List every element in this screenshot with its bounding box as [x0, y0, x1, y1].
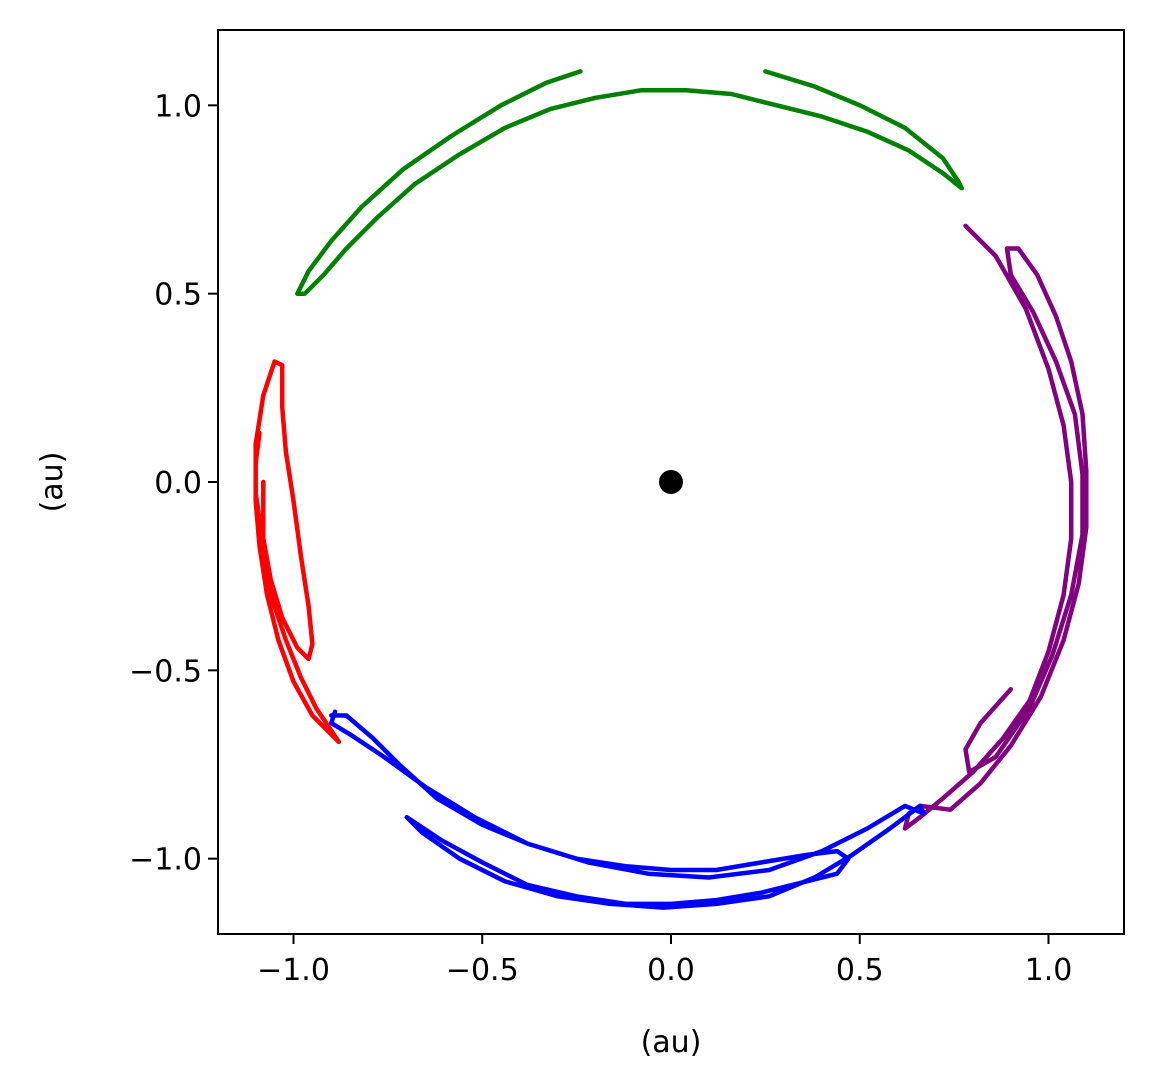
series-track-1: [295, 69, 964, 296]
y-axis-ticks: −1.0 −0.5 0.0 0.5 1.0: [129, 89, 218, 878]
series-layer: [253, 69, 1089, 910]
x-axis-ticks: −1.0 −0.5 0.0 0.5 1.0: [257, 934, 1072, 988]
y-tick-label: 0.5: [154, 278, 202, 313]
y-tick-label: −1.0: [129, 843, 202, 878]
series-track-4: [329, 709, 927, 910]
series-track-2: [902, 223, 1089, 831]
y-tick-label: −0.5: [129, 654, 202, 689]
series-track-3: [253, 359, 342, 745]
x-tick-label: 0.0: [647, 953, 695, 988]
x-tick-label: 0.5: [836, 953, 884, 988]
x-tick-label: 1.0: [1025, 953, 1073, 988]
y-axis-label: (au): [35, 452, 70, 513]
x-axis-label: (au): [641, 1025, 702, 1060]
y-tick-label: 0.0: [154, 466, 202, 501]
plot-area: [217, 29, 1125, 935]
y-tick-label: 1.0: [154, 89, 202, 124]
x-tick-label: −0.5: [446, 953, 519, 988]
central-body-marker: [659, 470, 683, 494]
x-tick-label: −1.0: [257, 953, 330, 988]
